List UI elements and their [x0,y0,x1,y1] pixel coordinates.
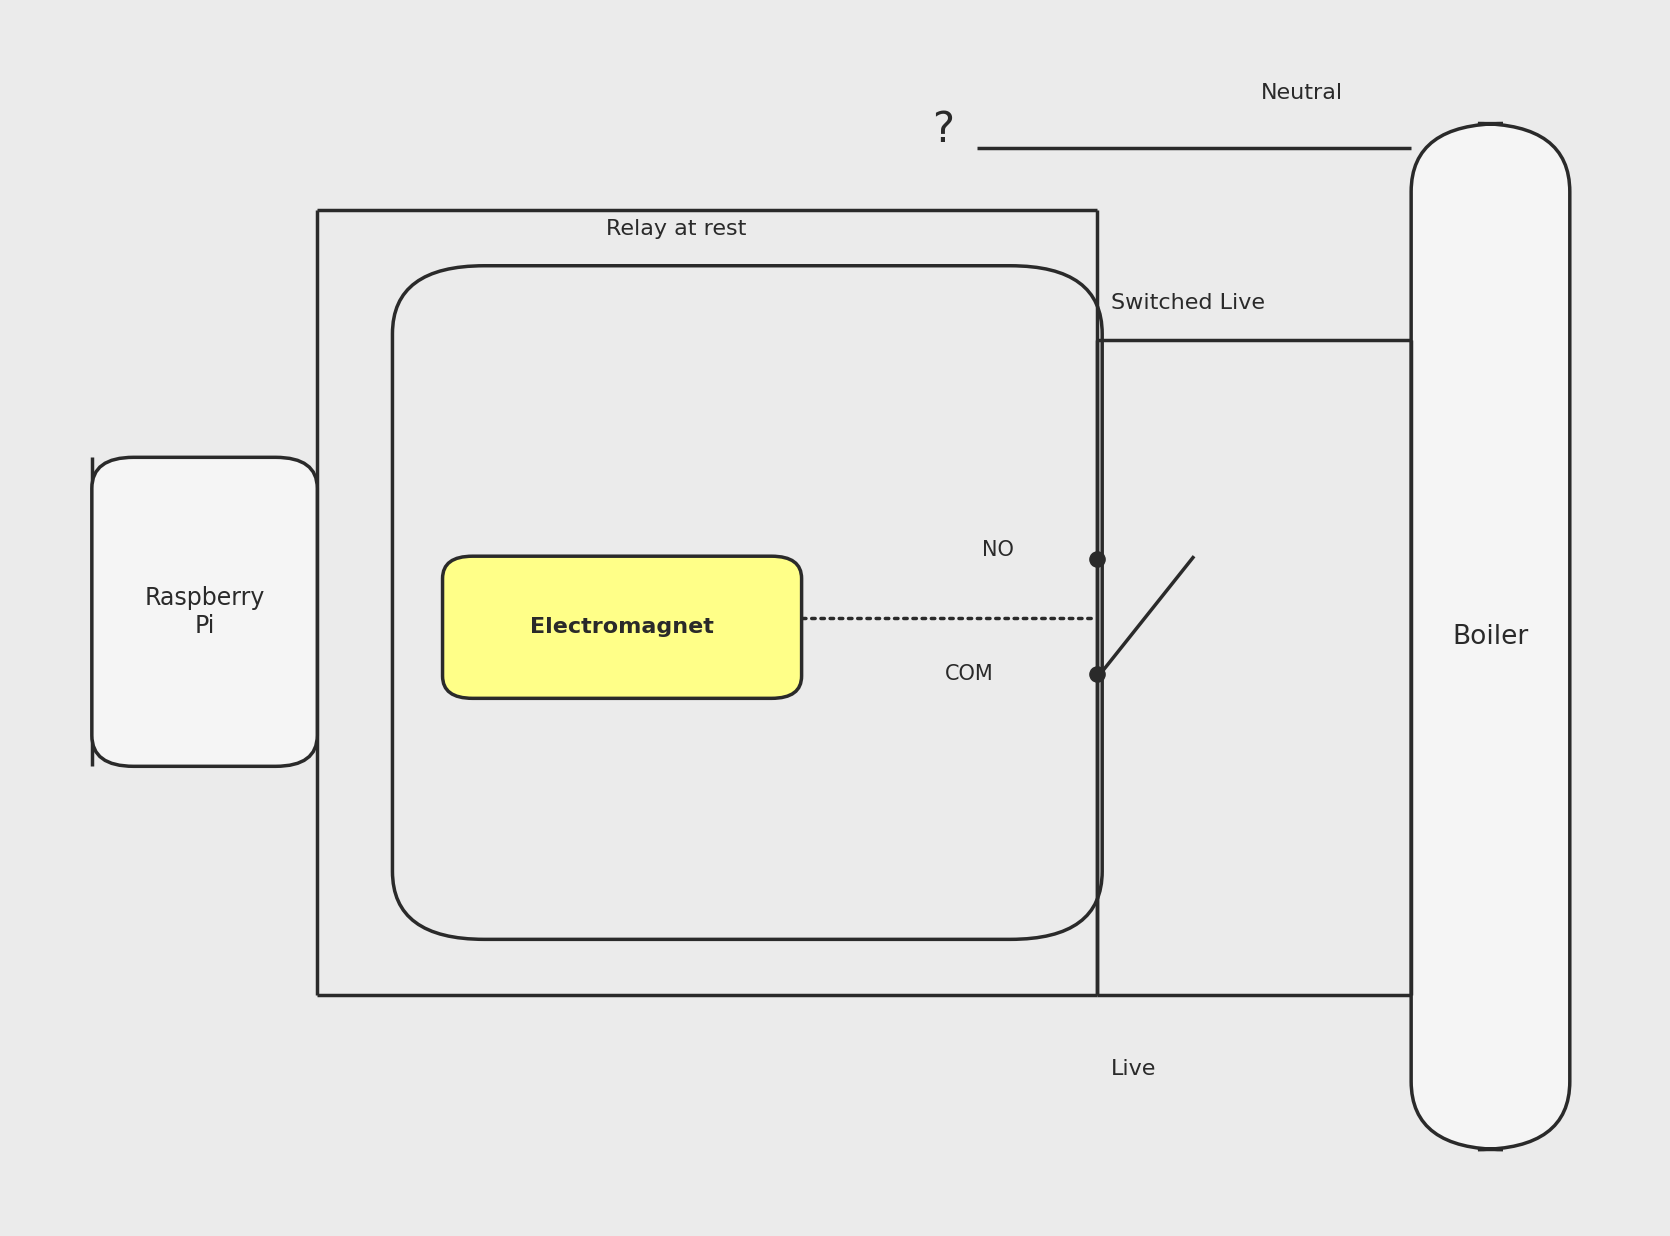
Text: Neutral: Neutral [1261,83,1343,103]
Text: Relay at rest: Relay at rest [606,219,746,239]
Text: Raspberry
Pi: Raspberry Pi [144,586,266,638]
Text: Live: Live [1111,1059,1156,1079]
Text: Boiler: Boiler [1453,623,1528,650]
Text: Electromagnet: Electromagnet [529,617,715,638]
Text: NO: NO [982,540,1014,560]
FancyBboxPatch shape [1411,124,1570,1149]
FancyBboxPatch shape [443,556,802,698]
Point [1084,549,1111,569]
FancyBboxPatch shape [92,457,317,766]
Text: Switched Live: Switched Live [1111,293,1264,313]
FancyBboxPatch shape [392,266,1102,939]
Point [1084,664,1111,684]
Text: ?: ? [932,109,955,151]
Text: COM: COM [945,664,994,684]
